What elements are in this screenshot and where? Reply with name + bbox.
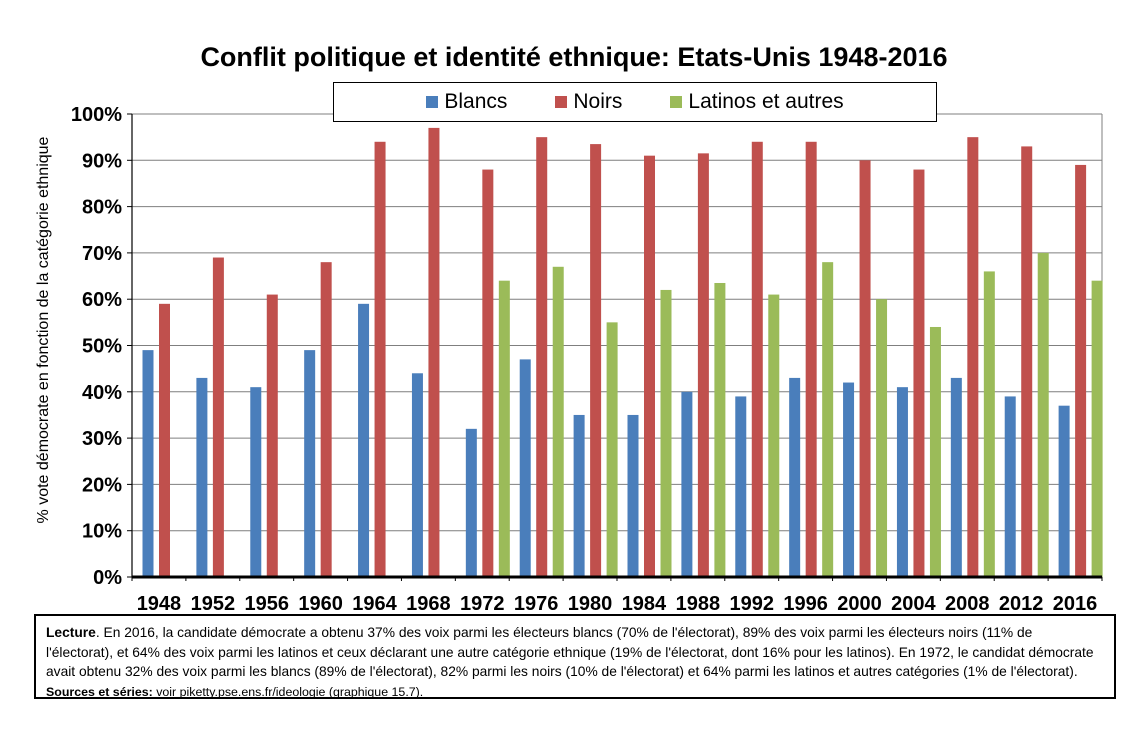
bar-noirs-1968	[428, 127, 440, 577]
y-tick-label: 10%	[82, 521, 122, 543]
bar-blancs-1976	[519, 359, 531, 577]
bar-noirs-1956	[266, 294, 278, 577]
x-tick-label: 1972	[460, 593, 505, 610]
bar-blancs-2016	[1058, 405, 1070, 577]
x-tick-label: 2016	[1053, 593, 1098, 610]
bar-blancs-1984	[627, 414, 639, 577]
bar-noirs-1972	[482, 169, 494, 577]
x-tick-label: 2008	[945, 593, 990, 610]
note-label: Lecture	[46, 625, 96, 640]
bar-latinos-1972	[498, 280, 510, 577]
bar-latinos-1976	[552, 266, 564, 577]
x-tick-label: 2012	[999, 593, 1044, 610]
bar-blancs-1980	[573, 414, 585, 577]
y-tick-label: 40%	[82, 382, 122, 404]
legend-label-blancs: Blancs	[444, 90, 508, 113]
legend-item-latinos: Latinos et autres	[670, 90, 844, 114]
bar-noirs-2012	[1021, 146, 1033, 577]
bar-noirs-1960	[320, 262, 332, 577]
bar-noirs-1952	[212, 257, 224, 577]
bar-noirs-2000	[859, 160, 871, 578]
x-tick-label: 1960	[298, 593, 343, 610]
bar-noirs-1992	[751, 141, 763, 577]
x-tick-label: 1948	[137, 593, 182, 610]
bar-latinos-2004	[929, 326, 941, 577]
note-sources-label: Sources et séries:	[46, 684, 153, 699]
y-tick-label: 20%	[82, 474, 122, 496]
bar-noirs-2008	[967, 137, 979, 577]
bar-latinos-2016	[1091, 280, 1103, 577]
legend-swatch-blancs	[426, 96, 439, 108]
x-tick-label: 1968	[406, 593, 451, 610]
legend-swatch-noirs	[555, 96, 568, 108]
legend-item-noirs: Noirs	[555, 90, 622, 114]
y-tick-label: 90%	[82, 150, 122, 172]
bar-blancs-1948	[142, 350, 154, 577]
bar-noirs-1996	[805, 141, 817, 577]
x-tick-label: 1984	[622, 593, 667, 610]
bar-blancs-1952	[196, 377, 208, 577]
bar-noirs-1984	[644, 155, 655, 578]
bar-blancs-1972	[465, 428, 477, 577]
x-tick-label: 1980	[568, 593, 613, 610]
bar-blancs-2004	[896, 387, 908, 577]
legend-swatch-latinos	[670, 96, 683, 108]
bar-noirs-1980	[590, 144, 602, 577]
x-tick-label: 1956	[244, 593, 289, 610]
bar-blancs-1964	[358, 303, 370, 577]
bar-blancs-1992	[735, 396, 747, 577]
x-tick-label: 1988	[676, 593, 721, 610]
y-tick-label: 60%	[82, 289, 122, 311]
bar-noirs-1948	[159, 303, 170, 577]
bar-latinos-1988	[714, 282, 726, 577]
x-tick-label: 1996	[783, 593, 828, 610]
bar-blancs-2000	[843, 382, 855, 577]
bar-latinos-2000	[876, 299, 888, 577]
y-tick-label: 70%	[82, 243, 122, 265]
x-tick-label: 2000	[837, 593, 882, 610]
bar-latinos-2012	[1037, 252, 1049, 577]
bar-noirs-1964	[374, 141, 386, 577]
bar-blancs-2012	[1004, 396, 1016, 577]
legend-label-latinos: Latinos et autres	[688, 90, 844, 113]
note-text: . En 2016, la candidate démocrate a obte…	[46, 625, 1094, 679]
x-tick-label: 1992	[729, 593, 774, 610]
bar-latinos-1996	[822, 262, 834, 577]
bar-noirs-1988	[697, 153, 709, 578]
y-tick-label: 30%	[82, 428, 122, 450]
bar-noirs-1976	[536, 137, 548, 577]
y-tick-label: 0%	[93, 567, 122, 589]
bar-blancs-2008	[950, 377, 962, 577]
bar-noirs-2016	[1075, 164, 1087, 577]
axes	[127, 113, 1103, 581]
bar-blancs-1968	[411, 373, 423, 577]
bar-blancs-1996	[789, 377, 801, 577]
bar-latinos-2008	[983, 271, 995, 577]
bar-latinos-1992	[768, 294, 780, 577]
legend-item-blancs: Blancs	[426, 90, 507, 114]
bar-blancs-1956	[250, 387, 262, 577]
bar-latinos-1984	[660, 289, 672, 577]
x-tick-label: 1952	[191, 593, 236, 610]
y-tick-label: 80%	[82, 197, 122, 219]
bar-blancs-1988	[681, 391, 693, 577]
tick-labels: 0% 10% 20% 30% 40% 50% 60% 70% 80% 90% 100% 1948 195…	[71, 104, 1097, 610]
x-tick-label: 1976	[514, 593, 559, 610]
legend: Blancs Noirs Latinos et autres	[333, 82, 937, 122]
reading-note: Lecture. En 2016, la candidate démocrate…	[34, 614, 1116, 699]
legend-label-noirs: Noirs	[573, 90, 623, 113]
x-tick-label: 2004	[891, 593, 936, 610]
y-axis-label-text: % vote démocrate en fonction de la catég…	[35, 136, 52, 524]
chart-title: Conflit politique et identité ethnique: …	[200, 42, 948, 72]
bar-latinos-1980	[606, 322, 618, 577]
x-tick-label: 1964	[352, 593, 397, 610]
y-tick-label: 100%	[71, 104, 122, 126]
y-tick-label: 50%	[82, 336, 122, 358]
bar-noirs-2004	[913, 169, 925, 577]
note-sources-text: voir piketty.pse.ens.fr/ideologie (graph…	[152, 684, 424, 699]
bar-blancs-1960	[304, 350, 316, 577]
bars	[142, 127, 1103, 578]
